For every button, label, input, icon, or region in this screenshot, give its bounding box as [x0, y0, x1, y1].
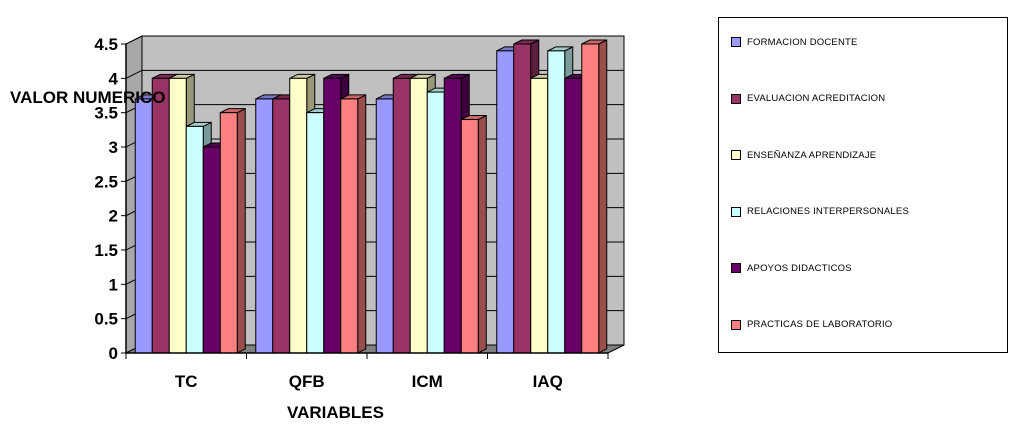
bar-front — [306, 112, 325, 354]
y-tick-labels: 0 0.5 1 1.5 2 2.5 3 3.5 4 4.5 — [94, 35, 118, 363]
legend-swatch — [731, 37, 741, 47]
bar-front — [375, 98, 394, 354]
bar-front — [564, 77, 583, 354]
y-axis-label: VALOR NUMERICO — [10, 88, 166, 107]
bar-front — [134, 98, 153, 354]
bar-front — [168, 77, 187, 354]
legend-swatch — [731, 263, 741, 273]
bars — [134, 39, 608, 354]
bar-front — [392, 77, 411, 354]
legend-swatch — [731, 206, 741, 217]
y-tick-label: 1 — [109, 275, 118, 294]
bar-front — [547, 50, 566, 354]
bar-front — [581, 43, 600, 354]
x-tick-labels: TC QFB ICM IAQ — [175, 372, 563, 391]
x-tick-label: QFB — [289, 372, 325, 391]
y-tick-label: 0.5 — [94, 310, 118, 329]
legend: FORMACION DOCENTE EVALUACION ACREDITACION… — [718, 17, 1008, 353]
bar — [460, 114, 487, 354]
bar-front — [255, 98, 274, 354]
bar-front — [513, 43, 532, 354]
legend-item: FORMACION DOCENTE — [731, 35, 858, 49]
bar — [340, 94, 367, 354]
bar-front — [443, 77, 462, 354]
bar-side — [236, 107, 246, 354]
legend-item: ENSEÑANZA APRENDIZAJE — [731, 148, 876, 162]
bar-front — [272, 98, 291, 354]
x-tick-label: TC — [175, 372, 198, 391]
bar-front — [409, 77, 428, 354]
bar-front — [219, 112, 238, 354]
legend-label: ENSEÑANZA APRENDIZAJE — [747, 149, 877, 161]
y-tick-label: 4.5 — [94, 35, 118, 54]
legend-label: PRACTICAS DE LABORATORIO — [747, 319, 893, 330]
x-tick-label: IAQ — [533, 372, 563, 391]
gridline — [125, 35, 624, 45]
legend-swatch — [731, 93, 741, 104]
bar-front — [496, 50, 515, 354]
y-tick-label: 0 — [109, 344, 118, 363]
bar-front — [460, 119, 479, 354]
legend-label: APOYOS DIDACTICOS — [747, 262, 852, 274]
x-axis-label: VARIABLES — [287, 403, 384, 422]
legend-item: PRACTICAS DE LABORATORIO — [731, 318, 892, 332]
bar-front — [530, 77, 549, 354]
y-tick-label: 3 — [109, 138, 118, 157]
legend-swatch — [731, 150, 741, 160]
bar-front — [202, 146, 221, 354]
bar-front — [289, 77, 308, 354]
axes — [121, 43, 609, 359]
bar-side — [477, 114, 487, 354]
bar-front — [340, 98, 359, 354]
legend-item: APOYOS DIDACTICOS — [731, 261, 852, 275]
legend-swatch — [731, 319, 741, 330]
bar-front — [185, 125, 204, 354]
legend-item: RELACIONES INTERPERSONALES — [731, 205, 909, 219]
bar-front — [426, 91, 445, 354]
bar-front — [151, 77, 170, 354]
y-tick-label: 2.5 — [94, 172, 118, 191]
legend-item: EVALUACION ACREDITACION — [731, 92, 885, 106]
bar-side — [598, 39, 608, 354]
x-tick-label: ICM — [412, 372, 443, 391]
bar — [219, 107, 246, 354]
gridline — [125, 69, 624, 79]
legend-label: EVALUACION ACREDITACION — [747, 93, 886, 104]
legend-label: RELACIONES INTERPERSONALES — [747, 206, 909, 217]
y-tick-label: 2 — [109, 207, 118, 226]
legend-label: FORMACION DOCENTE — [747, 36, 858, 48]
bar-chart: 0 0.5 1 1.5 2 2.5 3 3.5 4 4.5 TC QFB ICM IAQ — [94, 35, 625, 391]
bar — [581, 39, 608, 354]
y-tick-label: 3.5 — [94, 104, 118, 123]
y-tick-label: 4 — [109, 69, 119, 88]
y-tick-label: 1.5 — [94, 241, 118, 260]
bar-front — [323, 77, 342, 354]
bar-side — [357, 94, 367, 354]
